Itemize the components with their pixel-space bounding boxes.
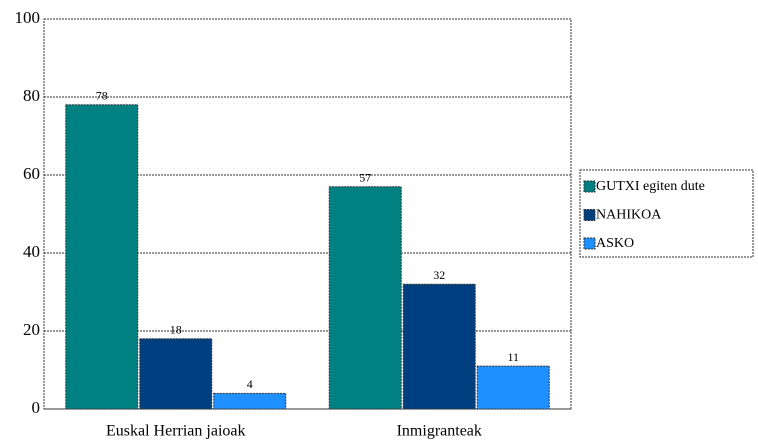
plot-area [43, 18, 572, 410]
y-tick-label: 100 [15, 8, 41, 27]
legend-box [579, 169, 754, 258]
value-label: 4 [247, 377, 253, 391]
bar [476, 365, 550, 410]
legend-swatch [583, 237, 596, 250]
legend-swatch [583, 180, 596, 193]
y-tick-label: 40 [23, 242, 40, 261]
value-label: 78 [96, 89, 108, 103]
value-label: 18 [170, 323, 182, 337]
value-label: 32 [433, 268, 445, 282]
y-tick-label: 0 [32, 398, 41, 417]
bar [65, 104, 139, 410]
value-label: 11 [507, 350, 519, 364]
y-tick-label: 60 [23, 164, 40, 183]
legend-swatch [583, 209, 596, 221]
bar [213, 392, 287, 410]
y-tick-label: 80 [23, 86, 40, 105]
bar [139, 338, 213, 410]
value-label: 57 [359, 170, 371, 184]
legend-label: NAHIKOA [596, 208, 662, 223]
y-tick-label: 20 [23, 320, 40, 339]
bar [402, 283, 476, 410]
legend-label: ASKO [596, 236, 634, 251]
legend-label: GUTXI egiten dute [596, 179, 705, 194]
x-tick-label: Inmigranteak [397, 423, 482, 440]
x-tick-label: Euskal Herrian jaioak [106, 423, 246, 440]
bar [328, 186, 402, 410]
